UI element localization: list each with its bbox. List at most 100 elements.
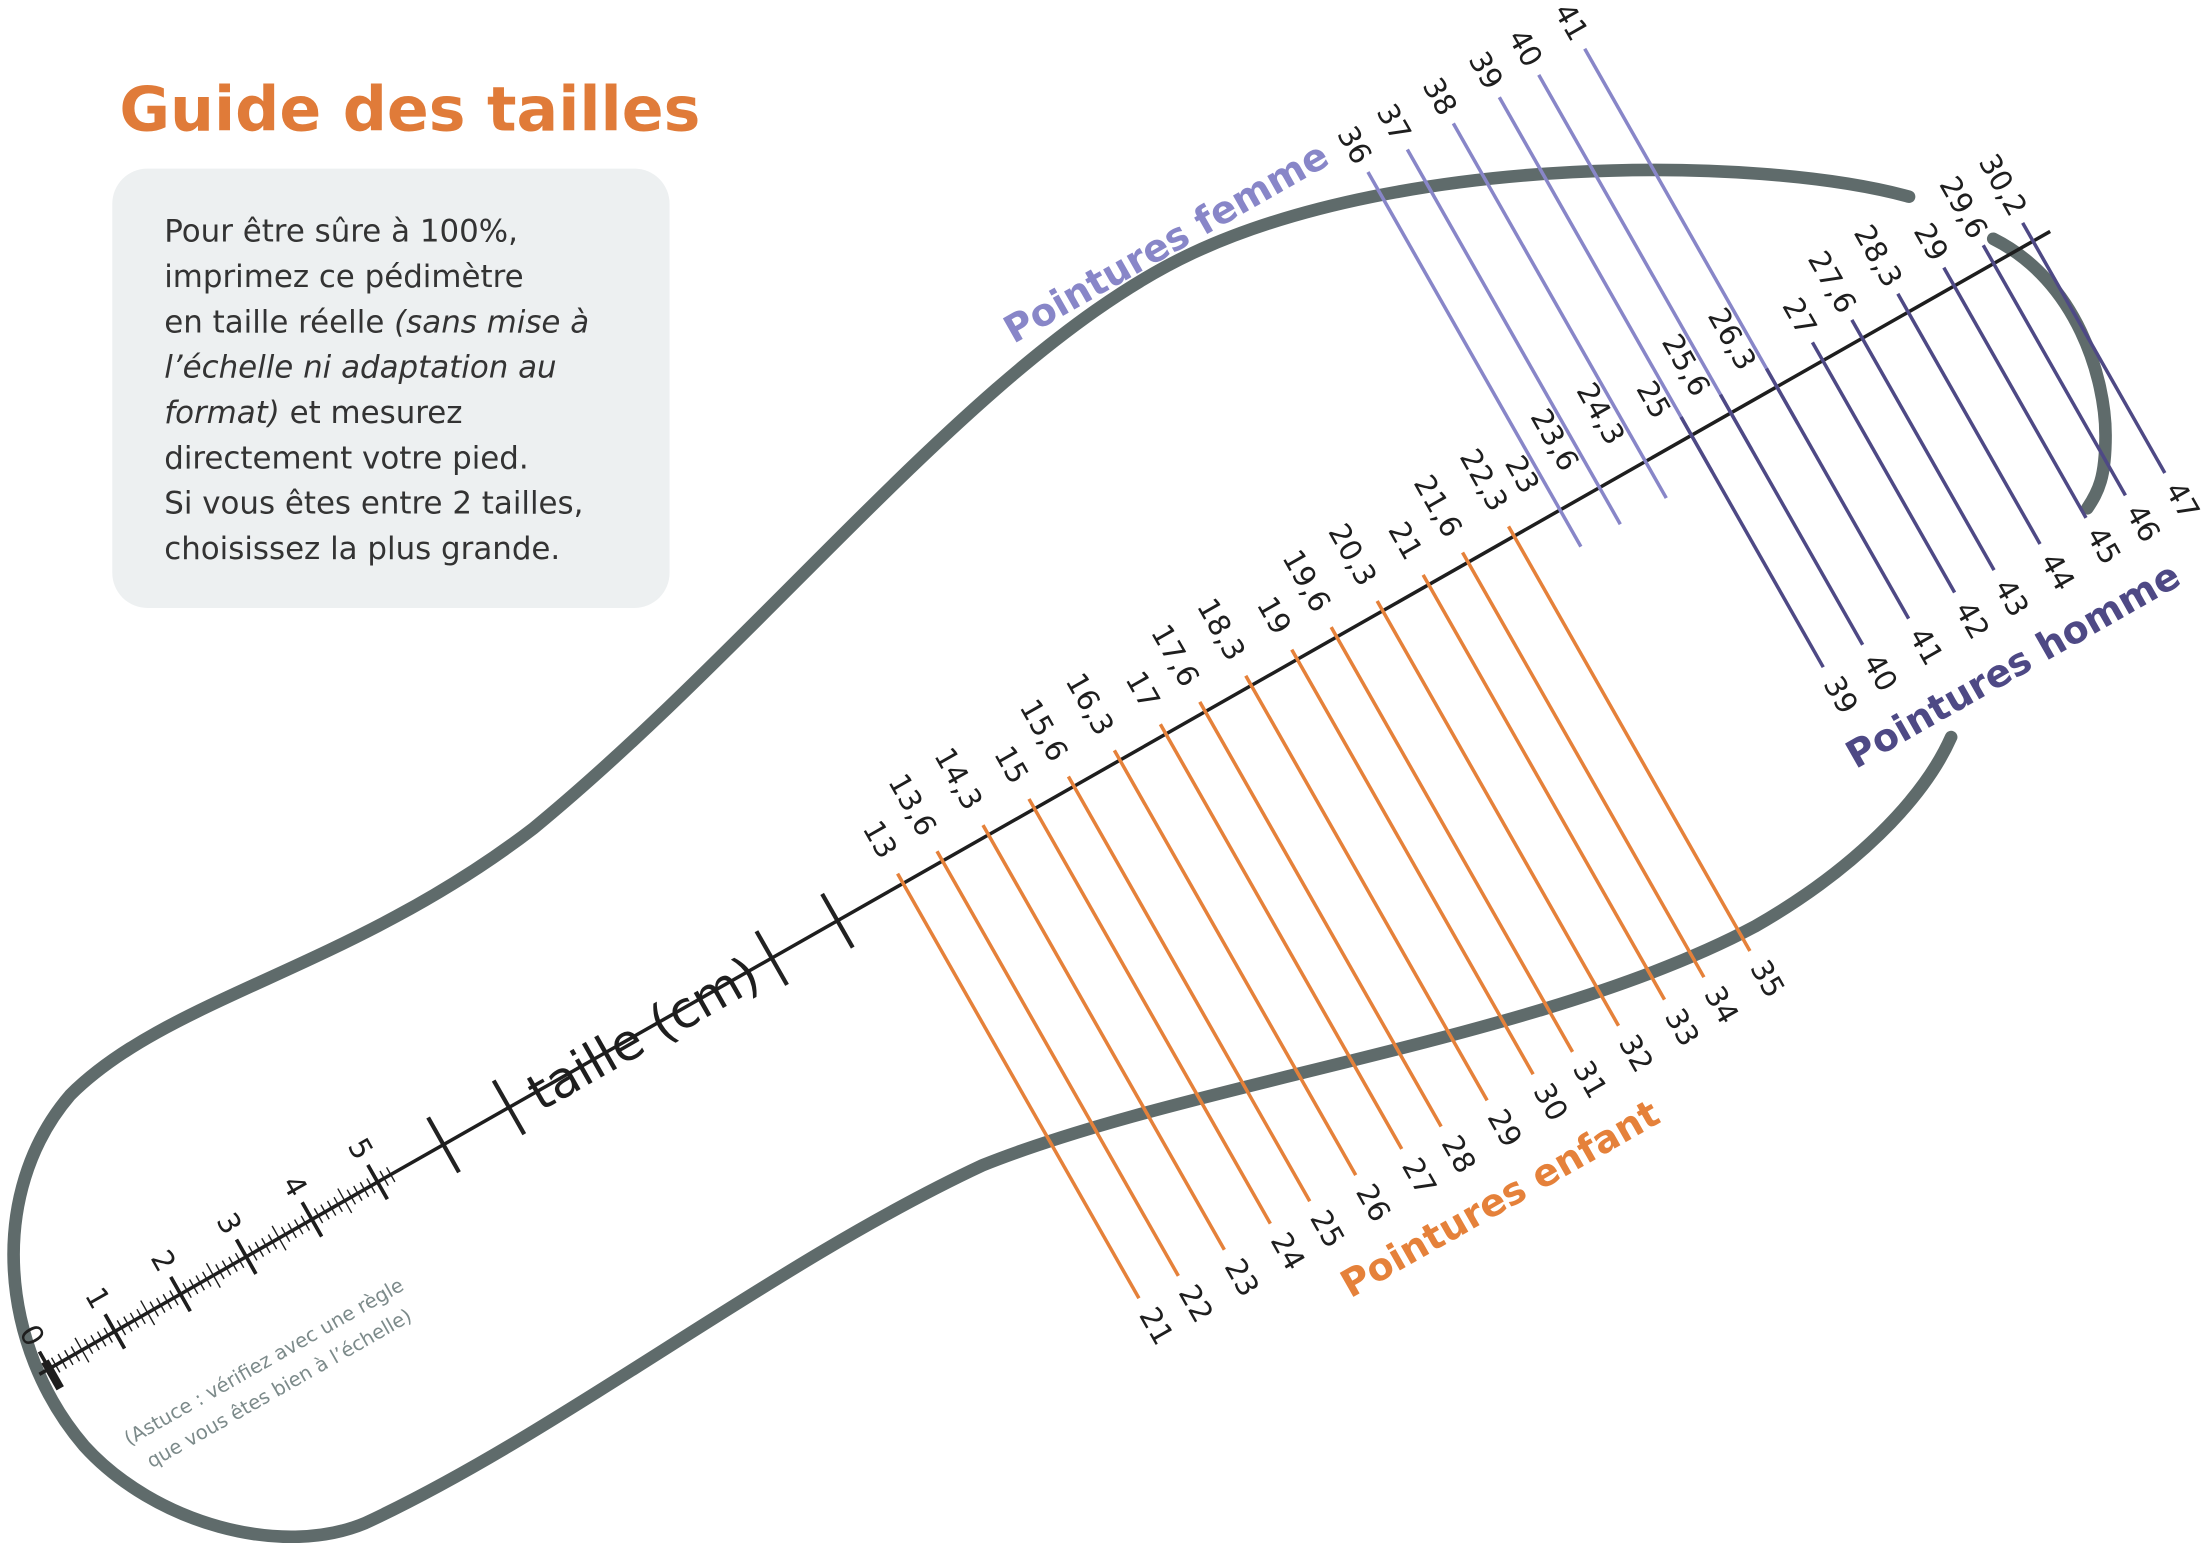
info-line: directement votre pied.	[164, 440, 529, 476]
enfant-size: 21	[1132, 1301, 1180, 1350]
info-segment: imprimez ce pédimètre	[164, 259, 523, 295]
mm-tick	[162, 1293, 173, 1310]
info-line: en taille réelle (sans mise à	[164, 304, 589, 340]
mm-tick	[90, 1334, 100, 1351]
homme-line	[1764, 367, 1911, 620]
enfant-size: 26	[1349, 1178, 1397, 1227]
mm-tick	[70, 1346, 81, 1362]
enfant-line	[981, 824, 1226, 1251]
tip-line: que vous êtes bien à l’échelle)	[143, 1304, 416, 1473]
mm-tick	[136, 1308, 146, 1325]
info-segment: (sans mise à	[394, 304, 589, 340]
info-text: Pour être sûre à 100%, imprimez ce pédimè…	[164, 214, 589, 567]
mm-tick	[254, 1241, 265, 1257]
homme-size: 47	[2158, 476, 2201, 525]
femme-title: Pointures femme	[996, 133, 1336, 352]
femme-size: 38	[1416, 72, 1464, 121]
enfant-size: 32	[1612, 1029, 1660, 1078]
mm-tick	[366, 1178, 376, 1194]
cm-tick	[300, 1201, 324, 1238]
cm-label: 27	[1776, 292, 1824, 341]
enfant-size: 31	[1566, 1055, 1614, 1104]
mm-tick	[385, 1166, 396, 1183]
enfant-size: 22	[1172, 1279, 1220, 1328]
info-segment: Pour être sûre à 100%,	[164, 214, 518, 250]
homme-size: 41	[1902, 622, 1950, 671]
info-line: Si vous êtes entre 2 tailles,	[164, 486, 583, 522]
enfant-line	[935, 850, 1180, 1277]
ruler-label: 3	[210, 1207, 249, 1240]
info-segment: format)	[164, 395, 280, 431]
enfant-line	[1066, 775, 1312, 1203]
enfant-size: 28	[1435, 1130, 1483, 1179]
enfant-line	[1198, 700, 1443, 1128]
enfant-size: 30	[1527, 1077, 1575, 1126]
enfant-line	[1329, 626, 1575, 1053]
mm-tick	[195, 1275, 205, 1291]
homme-size: 44	[2033, 547, 2081, 596]
mm-tick	[287, 1222, 297, 1239]
enfant-line	[1290, 648, 1535, 1076]
cm-label: 18,3	[1190, 592, 1252, 666]
enfant-line	[1244, 674, 1489, 1102]
info-segment: Si vous êtes entre 2 tailles,	[164, 486, 583, 522]
mm-tick	[74, 1337, 90, 1363]
mm-tick	[234, 1252, 245, 1269]
cm-tick	[234, 1238, 258, 1275]
femme-size: 40	[1501, 23, 1549, 72]
femme-line	[1497, 96, 1714, 473]
mm-tick	[221, 1260, 232, 1276]
homme-size: 42	[1948, 596, 1996, 645]
info-segment: en taille réelle	[164, 304, 394, 340]
mm-tick	[228, 1256, 238, 1272]
toe-outline	[1986, 232, 2112, 515]
info-box	[112, 168, 670, 608]
femme-line	[1451, 122, 1668, 499]
mm-tick	[149, 1301, 160, 1317]
femme-size: 39	[1462, 46, 1510, 95]
cm-label: 16,3	[1059, 667, 1121, 741]
enfant-size: 27	[1395, 1152, 1443, 1201]
homme-line	[1679, 416, 1825, 669]
mm-tick	[313, 1208, 324, 1224]
homme-size: 45	[2079, 521, 2127, 570]
mm-tick	[353, 1185, 363, 1201]
mm-tick	[96, 1331, 107, 1347]
ruler-label: 2	[144, 1244, 183, 1277]
mm-tick	[300, 1215, 311, 1231]
cm-label: 15	[987, 740, 1035, 789]
mm-tick	[333, 1196, 343, 1213]
info-segment: l’échelle ni adaptation au	[164, 350, 556, 386]
homme-line	[2021, 221, 2167, 474]
title: Guide des tailles	[119, 74, 700, 146]
homme-line	[1896, 292, 2042, 545]
homme-line	[1942, 266, 2088, 519]
cm-tick	[366, 1164, 389, 1201]
enfant-line	[896, 872, 1141, 1300]
mm-tick	[116, 1320, 127, 1336]
mm-tick	[337, 1188, 353, 1214]
mm-tick	[346, 1189, 357, 1205]
cm-tick	[37, 1350, 61, 1387]
mm-tick	[320, 1204, 330, 1220]
homme-size: 46	[2119, 498, 2167, 547]
femme-size: 37	[1370, 98, 1418, 147]
info-segment: directement votre pied.	[164, 440, 529, 476]
ruler-label: 1	[78, 1282, 117, 1315]
enfant-size: 33	[1658, 1003, 1706, 1052]
enfant-size: 24	[1264, 1227, 1312, 1276]
mm-tick	[215, 1264, 225, 1280]
cm-label: 29	[1907, 217, 1955, 266]
info-segment: et mesurez	[280, 395, 463, 431]
cm-label: 17	[1119, 665, 1167, 714]
cm-tick	[169, 1276, 192, 1313]
info-line: imprimez ce pédimètre	[164, 259, 523, 295]
femme-line	[1537, 74, 1754, 451]
mm-tick	[202, 1271, 212, 1287]
enfant-size: 35	[1743, 954, 1791, 1003]
ruler-title: taille (cm)	[517, 944, 769, 1122]
femme-line	[1366, 171, 1583, 548]
homme-size: 40	[1856, 648, 1904, 697]
enfant-line	[1158, 723, 1404, 1150]
